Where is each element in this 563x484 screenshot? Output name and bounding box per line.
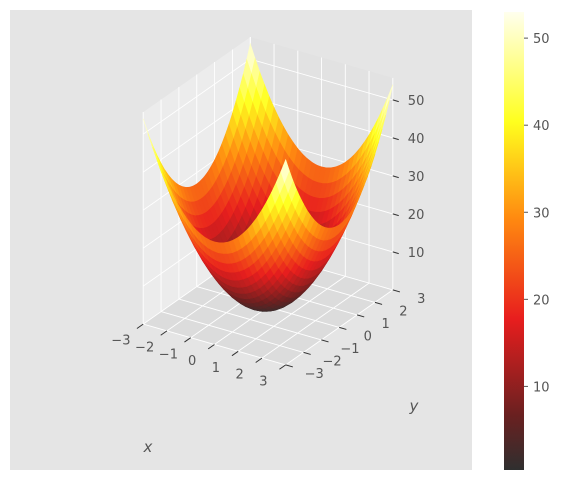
y-tick-label: −1 xyxy=(340,342,359,357)
y-tick-label: 0 xyxy=(364,330,372,345)
y-tick-label: −2 xyxy=(322,355,341,370)
surface-patch xyxy=(280,158,290,184)
x-tick-label: 2 xyxy=(235,368,243,383)
y-tick-label: 3 xyxy=(417,292,425,307)
y-tick-label: 2 xyxy=(399,305,407,320)
z-tick-label: 10 xyxy=(408,246,425,261)
x-tick-label: −1 xyxy=(159,347,178,362)
x-tick-label: 0 xyxy=(188,354,196,369)
colorbar-tick-label: 30 xyxy=(533,206,550,221)
colorbar-tick-label: 40 xyxy=(533,119,550,134)
z-tick-label: 50 xyxy=(408,94,425,109)
x-axis-label: x xyxy=(143,438,153,456)
x-tick-label: −3 xyxy=(111,334,130,349)
axis-ticks xyxy=(136,99,401,370)
y-tick-label: −3 xyxy=(305,367,324,382)
x-tick-label: 1 xyxy=(212,361,220,376)
colorbar-tick-label: 10 xyxy=(533,380,550,395)
x-tick-labels: −3 −2 −1 0 1 2 3 xyxy=(111,334,267,390)
z-tick-label: 20 xyxy=(408,208,425,223)
z-tick-labels: 10 20 30 40 50 xyxy=(408,94,425,261)
y-tick-label: 1 xyxy=(381,317,389,332)
x-tick-label: 3 xyxy=(259,375,267,390)
y-axis-label: y xyxy=(409,397,420,415)
z-tick-label: 40 xyxy=(408,132,425,147)
colorbar-tick-label: 50 xyxy=(533,32,550,47)
colorbar xyxy=(504,12,524,470)
x-tick-label: −2 xyxy=(135,341,154,356)
surface-plot xyxy=(142,42,394,312)
z-tick-label: 30 xyxy=(408,170,425,185)
colorbar-ticks: 10 20 30 40 50 xyxy=(524,32,550,395)
colorbar-tick-label: 20 xyxy=(533,293,550,308)
